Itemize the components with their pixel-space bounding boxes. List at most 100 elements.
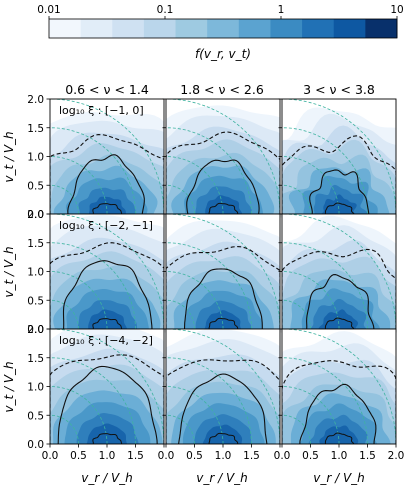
x-tick-label: 0.0 — [158, 450, 175, 462]
reference-circle — [282, 329, 396, 444]
panel-heatmap — [50, 329, 164, 444]
y-tick-label: 1.5 — [27, 123, 44, 135]
colorbar-cell — [365, 19, 398, 38]
contour-solid — [178, 373, 268, 444]
colorbar-cell — [175, 19, 208, 38]
x-tick-label: 1.0 — [331, 450, 348, 462]
contour-solid — [306, 274, 375, 329]
y-axis-label-row-1: v_t / V_h — [2, 131, 16, 182]
contour-core — [92, 318, 123, 329]
column-title-3: 3 < ν < 3.8 — [303, 82, 375, 97]
colorbar: 0.01 0.1 1 10 f(v_r, v_t) — [37, 4, 403, 61]
reference-circle — [50, 329, 164, 444]
column-title-2: 1.8 < ν < 2.6 — [180, 82, 264, 97]
contour-dashed — [50, 354, 164, 444]
y-tick-label: 2.0 — [27, 324, 44, 336]
contour-core — [92, 433, 123, 444]
y-tick-label: 1.0 — [27, 267, 44, 279]
x-tick-label: 0.5 — [302, 450, 319, 462]
colorbar-cell — [80, 19, 113, 38]
panel-heatmap — [50, 214, 164, 329]
reference-circle — [166, 99, 280, 214]
colorbar-frame — [48, 18, 398, 39]
contour-dashed — [50, 242, 164, 329]
reference-circle — [282, 299, 311, 329]
panel-grid: 0.0 0.5 1.0 1.5 2.0 log₁₀ ξ : [−1, 0] 0.0 0.5 1.… — [27, 94, 404, 462]
colorbar-cell — [207, 19, 240, 38]
x-tick-label: 1.5 — [243, 450, 260, 462]
row-annotation: log₁₀ ξ : [−4, −2] — [59, 334, 153, 347]
panel-r1-c3 — [278, 98, 397, 218]
panel-heatmap — [282, 214, 396, 329]
contour-dashed — [166, 131, 280, 214]
reference-circle — [166, 127, 252, 214]
y-tick-label: 0.5 — [27, 410, 44, 422]
x-axis-label-col-3: v_r / V_h — [313, 471, 365, 485]
reference-circle — [166, 329, 280, 444]
reference-circle — [166, 414, 195, 444]
density-level — [319, 425, 359, 444]
colorbar-tick-label: 0.1 — [157, 4, 174, 16]
reference-circle — [166, 242, 252, 329]
density-level — [202, 424, 243, 444]
y-tick-label: 1.5 — [27, 353, 44, 365]
contour-core — [324, 317, 355, 329]
x-tick-label: 2.0 — [388, 450, 405, 462]
contour-solid — [183, 268, 263, 329]
contour-solid — [62, 260, 153, 329]
reference-circle — [50, 242, 136, 329]
x-tick-label: 0.5 — [70, 450, 87, 462]
y-tick-label: 1.5 — [27, 238, 44, 250]
panel-r2-c1: 0.0 0.5 1.0 1.5 2.0 log₁₀ ξ : [−2, −1] — [27, 209, 165, 336]
y-tick-label: 0.5 — [27, 295, 44, 307]
panel-r1-c1: 0.0 0.5 1.0 1.5 2.0 log₁₀ ξ : [−1, 0] — [27, 94, 165, 221]
row-annotation: log₁₀ ξ : [−2, −1] — [59, 219, 153, 232]
x-tick-label: 1.5 — [127, 450, 144, 462]
colorbar-tick-label: 0.01 — [37, 4, 60, 16]
reference-circle — [50, 386, 108, 444]
panel-r3-c2: 0.0 0.5 1.0 1.5 — [158, 328, 281, 462]
y-tick-label: 0.0 — [27, 324, 44, 336]
contour-solid — [67, 154, 145, 214]
y-axis-label-row-2: v_t / V_h — [2, 246, 16, 297]
reference-circle — [50, 271, 108, 329]
x-tick-label: 0.0 — [42, 450, 59, 462]
colorbar-cell — [270, 19, 303, 38]
contour-solid — [309, 169, 370, 214]
y-tick-label: 2.0 — [27, 94, 44, 106]
density-level — [320, 194, 357, 214]
contour-core — [92, 203, 123, 214]
contour-core — [208, 317, 239, 329]
colorbar-cell — [302, 19, 335, 38]
panel-heatmap — [50, 99, 164, 214]
panel-r1-c2 — [162, 98, 281, 218]
colorbar-cell — [238, 19, 271, 38]
x-tick-label: 1.0 — [215, 450, 232, 462]
x-tick-label: 1.5 — [359, 450, 376, 462]
y-tick-label: 1.0 — [27, 152, 44, 164]
contour-core — [324, 202, 355, 214]
reference-circle — [282, 184, 311, 214]
panel-r2-c3 — [278, 213, 397, 333]
reference-circle — [282, 242, 368, 329]
reference-circle — [50, 414, 79, 444]
y-tick-label: 1.0 — [27, 382, 44, 394]
contour-solid — [299, 383, 377, 444]
x-tick-label: 0.5 — [186, 450, 203, 462]
reference-circle — [166, 156, 224, 214]
panel-heatmap — [166, 214, 280, 329]
contour-solid — [57, 365, 158, 444]
x-tick-label: 0.0 — [274, 450, 291, 462]
reference-circle — [166, 386, 224, 444]
panel-r2-c2 — [162, 213, 281, 333]
y-tick-label: 0.0 — [27, 439, 44, 451]
x-axis-label-col-1: v_r / V_h — [81, 471, 133, 485]
x-tick-label: 1.0 — [99, 450, 116, 462]
y-tick-label: 0.0 — [27, 209, 44, 221]
reference-circle — [282, 414, 311, 444]
reference-circle — [50, 184, 79, 214]
contour-solid — [186, 159, 260, 214]
colorbar-tick-label: 10 — [390, 4, 403, 16]
panel-heatmap — [166, 99, 280, 214]
